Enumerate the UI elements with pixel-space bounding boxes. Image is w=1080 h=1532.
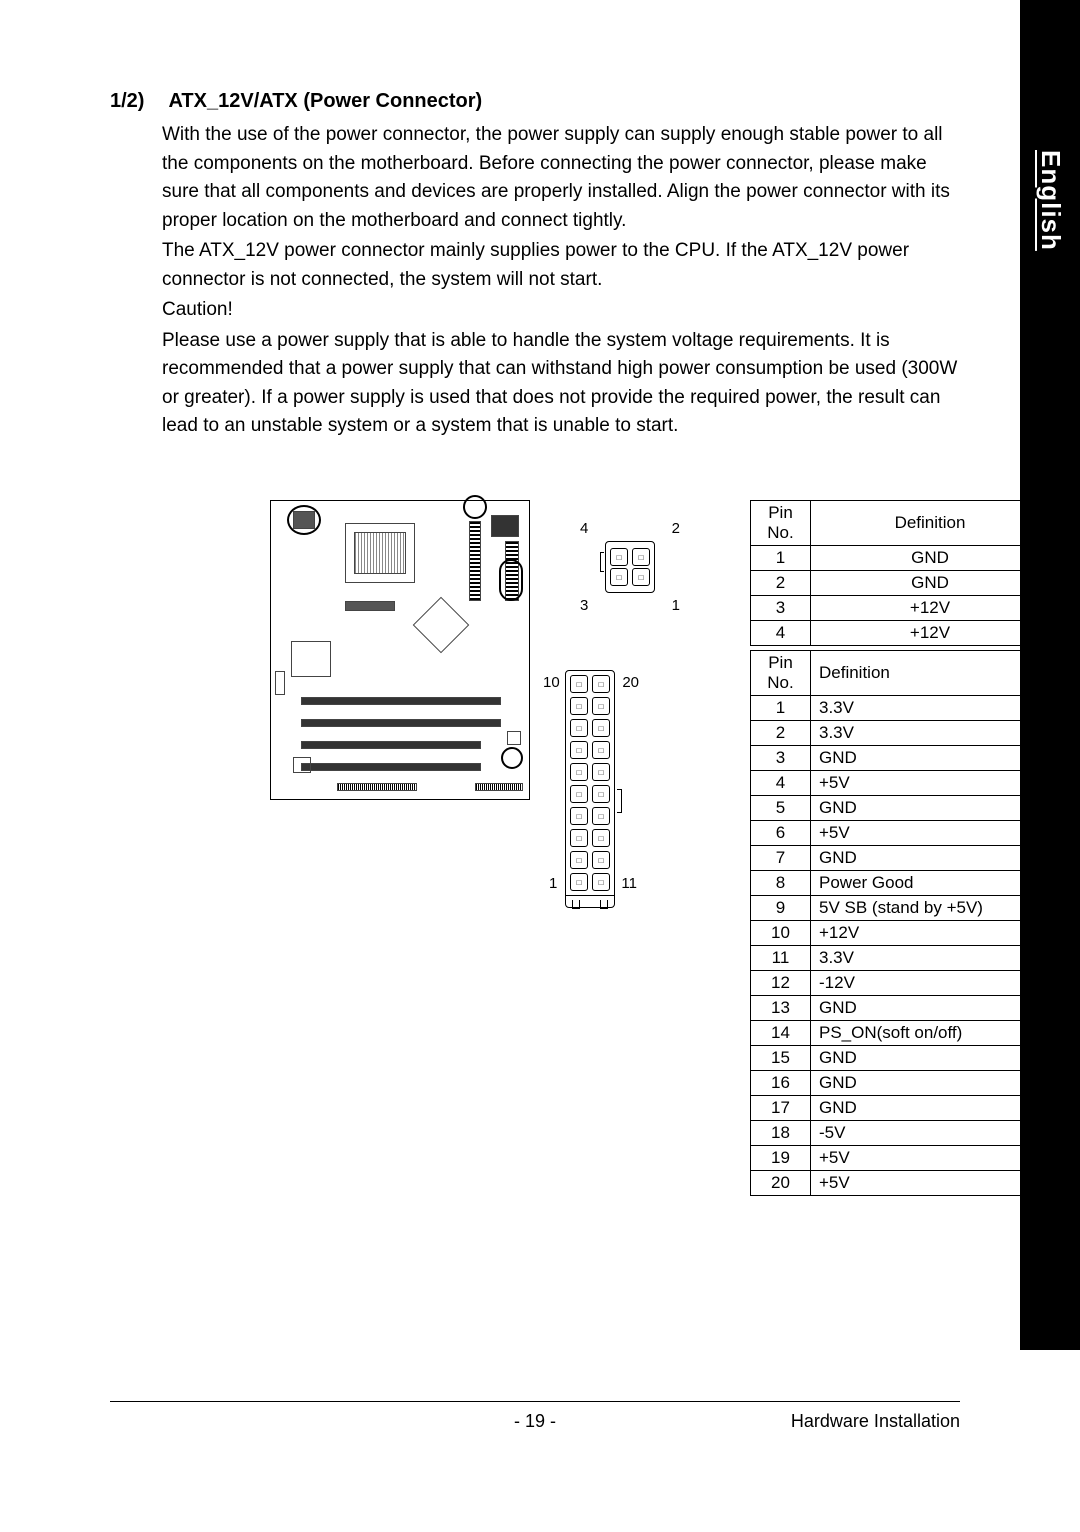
language-tab-label: English [1035,150,1066,251]
conn4-label-bl: 3 [580,597,588,614]
table-row: 19+5V [751,1146,1070,1171]
footer-section: Hardware Installation [791,1411,960,1432]
conn20-label-bl: 1 [549,875,557,892]
table-row: 4+12V [751,621,1050,646]
table-row: 2GND [751,571,1050,596]
footer-divider [110,1401,960,1402]
page-number: - 19 - [514,1411,556,1432]
paragraph-3: Please use a power supply that is able t… [162,327,960,441]
table-row: 13GND [751,996,1070,1021]
atx-pinout-table: Pin No.Definition13.3V23.3V3GND4+5V5GND6… [750,650,1070,1196]
atx12v-pinout-table: Pin No.Definition1GND2GND3+12V4+12V [750,500,1050,646]
table-row: 5GND [751,796,1070,821]
table-row: 17GND [751,1096,1070,1121]
table-row: 13.3V [751,696,1070,721]
table-row: 15GND [751,1046,1070,1071]
paragraph-2: The ATX_12V power connector mainly suppl… [162,237,960,294]
motherboard-diagram [270,500,530,800]
section-title: ATX_12V/ATX (Power Connector) [168,90,482,113]
table-row: 6+5V [751,821,1070,846]
table-row: 3GND [751,746,1070,771]
conn4-label-tr: 2 [672,520,680,537]
table-row: 95V SB (stand by +5V) [751,896,1070,921]
table-row: 1GND [751,546,1050,571]
conn20-label-tl: 10 [543,674,560,691]
conn20-label-br: 11 [621,875,637,892]
table-row: 23.3V [751,721,1070,746]
section-number: 1/2) [110,90,144,113]
conn4-label-br: 1 [672,597,680,614]
conn4-label-tl: 4 [580,520,588,537]
table-row: 10+12V [751,921,1070,946]
atx12v-connector-diagram: 4 2 3 1 [570,520,690,614]
caution-label: Caution! [162,296,960,325]
paragraph-1: With the use of the power connector, the… [162,121,960,235]
section-heading: 1/2) ATX_12V/ATX (Power Connector) [110,90,960,113]
table-row: 4+5V [751,771,1070,796]
page-content: 1/2) ATX_12V/ATX (Power Connector) With … [110,90,960,443]
table-row: 113.3V [751,946,1070,971]
table-row: 7GND [751,846,1070,871]
table-row: 20+5V [751,1171,1070,1196]
table-row: 3+12V [751,596,1050,621]
table-row: 18-5V [751,1121,1070,1146]
conn20-label-tr: 20 [622,674,639,691]
table-row: 8Power Good [751,871,1070,896]
motherboard-outline [270,500,530,800]
table-row: 16GND [751,1071,1070,1096]
page-footer: - 19 - Hardware Installation [110,1411,960,1432]
table-row: 14PS_ON(soft on/off) [751,1021,1070,1046]
atx-connector-diagram: 10 20 1 11 [565,670,615,908]
table-row: 12-12V [751,971,1070,996]
